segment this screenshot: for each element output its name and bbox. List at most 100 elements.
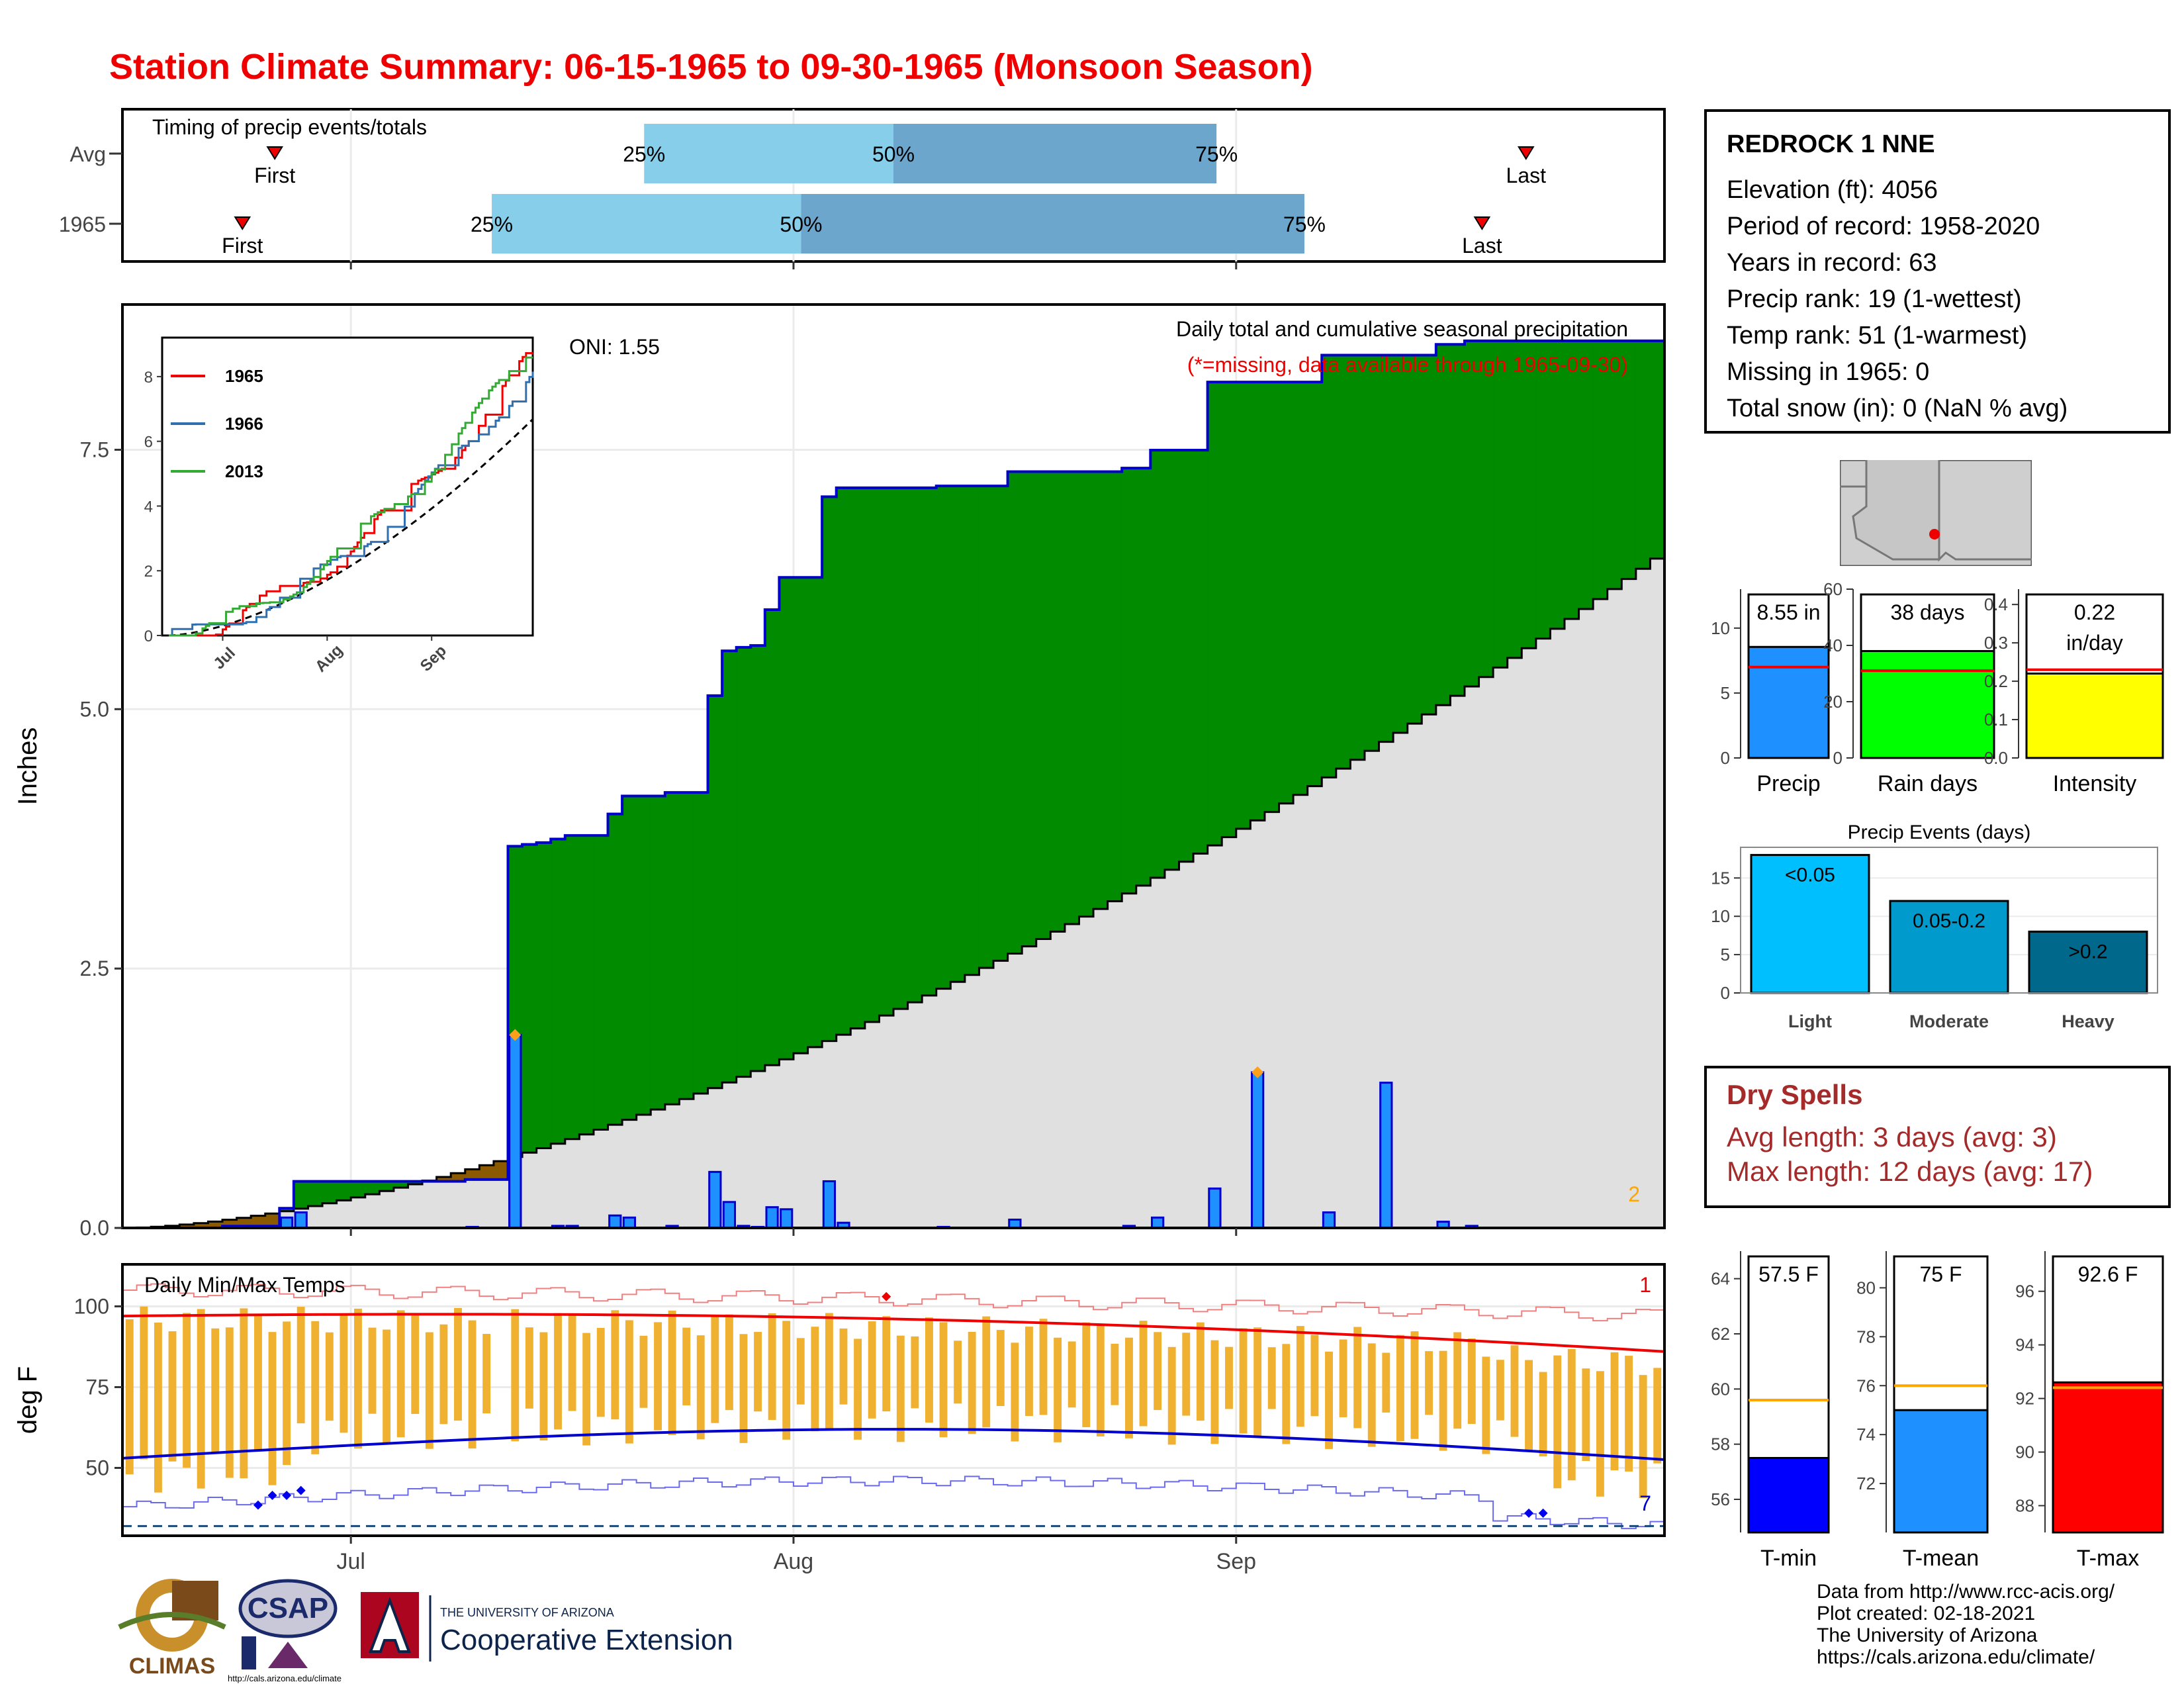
daily-temp-bar (1367, 1343, 1376, 1447)
surplus-area (365, 1181, 380, 1195)
x-tick-label: Aug (774, 1549, 814, 1574)
daily-precip-bar (1208, 1187, 1222, 1229)
record-marker (1251, 1066, 1264, 1078)
inset-y-tick-label: 4 (144, 498, 153, 516)
surplus-area (1621, 340, 1637, 579)
value-bar (1747, 645, 1830, 759)
inset-y-tick-label: 2 (144, 563, 153, 581)
record-high-count: 1 (1639, 1273, 1651, 1297)
csap-logo: CSAP http://cals.arizona.edu/climate (228, 1579, 341, 1683)
daily-temp-bar (1639, 1375, 1647, 1499)
inset-frame (161, 336, 534, 637)
daily-temp-bar (168, 1331, 177, 1462)
daily-temp-bar (882, 1316, 891, 1412)
surplus-area (1236, 382, 1251, 829)
deficit-area (493, 1161, 509, 1180)
daily-temp-bar (1182, 1333, 1191, 1416)
daily-temp-bar (825, 1313, 833, 1430)
locator-map (1840, 460, 2032, 566)
ua-small-text: THE UNIVERSITY OF ARIZONA (440, 1606, 614, 1619)
daily-temp-bar (482, 1334, 491, 1414)
value-label: 57.5 F (1758, 1262, 1819, 1286)
surplus-area (1079, 471, 1094, 917)
daily-temp-bar (439, 1324, 448, 1425)
daily-temp-bar (868, 1321, 876, 1419)
timing-bar-50-75 (893, 124, 1217, 183)
surplus-area (793, 577, 809, 1054)
surplus-area (722, 651, 737, 1083)
ua-big-text: Cooperative Extension (440, 1624, 733, 1656)
temperature-summary-charts: 56 58 60 62 64 57.5 F T-min 72 74 76 78 80 75 F T-mea… (1711, 1251, 2164, 1571)
dry-spells-heading: Dry Spells (1727, 1079, 1863, 1110)
y-tick-label: 20 (1823, 692, 1843, 712)
surplus-area (1293, 382, 1308, 795)
surplus-area (1607, 340, 1622, 589)
daily-temp-bar (268, 1332, 277, 1485)
station-temp-rank: Temp rank: 51 (1-warmest) (1727, 322, 2028, 350)
daily-temp-bar (140, 1306, 148, 1460)
timing-last-marker (1473, 216, 1491, 230)
daily-temp-bar (1453, 1332, 1462, 1429)
surplus-area (351, 1181, 366, 1197)
deficit-area (465, 1169, 480, 1180)
chart-title: Daily total and cumulative seasonal prec… (1176, 317, 1628, 341)
surplus-area (1535, 340, 1551, 639)
timing-p75-label: 75% (1195, 142, 1238, 166)
average-min-line (122, 1428, 1665, 1461)
daily-temp-bar (383, 1329, 391, 1443)
surplus-area (536, 842, 551, 1149)
record-low-marker (296, 1485, 306, 1495)
y-tick-label: 100 (74, 1294, 109, 1318)
y-tick-label: 56 (1711, 1489, 1730, 1509)
station-missing: Missing in 1965: 0 (1727, 358, 1930, 386)
daily-temp-bar (582, 1333, 591, 1446)
cumulative-1965-line (122, 339, 1664, 1229)
surplus-area (1550, 340, 1565, 629)
surplus-area (336, 1181, 351, 1201)
y-tick-label: 76 (1856, 1376, 1876, 1395)
ua-logo: THE UNIVERSITY OF ARIZONA Cooperative Ex… (361, 1592, 733, 1662)
daily-temp-bar (396, 1310, 405, 1438)
timing-row-label: Avg (69, 142, 106, 166)
y-tick-label: 0.3 (1984, 633, 2008, 653)
surplus-area (836, 487, 851, 1035)
precip-summary-charts: 0 5 10 8.55 in Precip 0 20 40 60 38 days Rain days… (1711, 579, 2164, 796)
surplus-area (950, 486, 966, 982)
value-label: in/day (2066, 631, 2122, 655)
surplus-area (1322, 355, 1337, 778)
daily-temp-bar (754, 1332, 762, 1412)
daily-temp-bar (454, 1307, 462, 1421)
surplus-area (1593, 340, 1608, 599)
surplus-area (1464, 340, 1480, 686)
average-max-line (122, 1313, 1665, 1353)
chart-title: Precip Events (days) (1848, 821, 2031, 843)
deficit-area (436, 1176, 451, 1182)
event-bar (1750, 854, 1870, 994)
y-tick-label: 40 (1823, 635, 1843, 655)
daily-temp-bar (1553, 1355, 1562, 1489)
y-axis-label: Inches (13, 727, 42, 806)
daily-temp-bar (925, 1317, 933, 1423)
daily-precip-bar (765, 1206, 779, 1229)
temp-summary-bar-2: 88 90 92 94 96 92.6 F T-max (2015, 1251, 2164, 1571)
record-high-marker (882, 1291, 891, 1301)
daily-precip-bar (294, 1211, 308, 1229)
daily-temp-bar (183, 1313, 191, 1468)
timing-first-marker (266, 146, 283, 160)
daily-temp-bar (782, 1321, 791, 1440)
surplus-area (1336, 355, 1351, 769)
logos: CLIMAS CSAP http://cals.arizona.edu/clim… (118, 1579, 733, 1683)
daily-temp-bar (554, 1313, 562, 1430)
surplus-area (651, 796, 666, 1110)
daily-precip-bar (508, 1033, 522, 1229)
daily-temp-bar (1282, 1344, 1291, 1444)
daily-temp-bar (1582, 1368, 1590, 1461)
daily-temp-bar (1125, 1337, 1133, 1438)
daily-temp-bar (1396, 1335, 1404, 1442)
surplus-area (1107, 471, 1122, 902)
station-info-box: REDROCK 1 NNE Elevation (ft): 4056 Perio… (1704, 109, 2171, 434)
y-tick-label: 72 (1856, 1474, 1876, 1493)
station-period: Period of record: 1958-2020 (1727, 212, 2040, 240)
dry-spells-max: Max length: 12 days (avg: 17) (1727, 1156, 2093, 1187)
surplus-area (864, 487, 880, 1022)
